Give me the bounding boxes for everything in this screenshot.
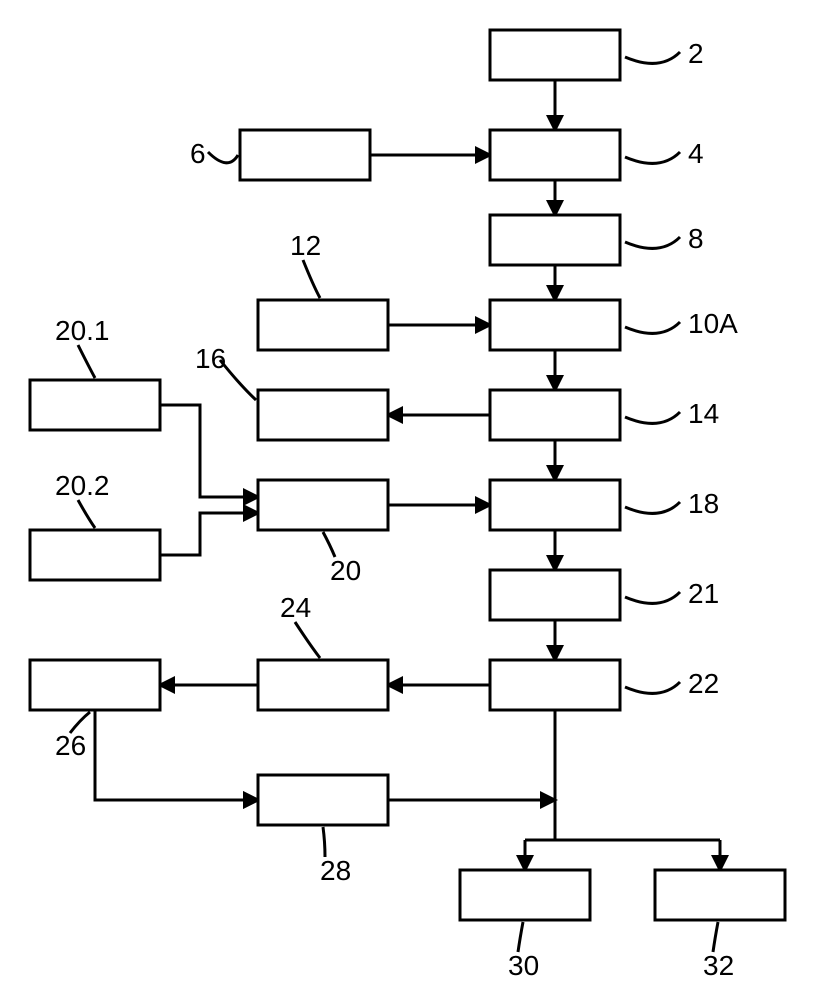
node-n14 [490, 390, 620, 440]
label-n8: 8 [688, 223, 704, 254]
node-n24 [258, 660, 388, 710]
node-n6 [240, 130, 370, 180]
node-n4 [490, 130, 620, 180]
node-n8 [490, 215, 620, 265]
node-n18 [490, 480, 620, 530]
label-n10A: 10A [688, 308, 738, 339]
node-n28 [258, 775, 388, 825]
label-n22: 22 [688, 668, 719, 699]
node-n10A [490, 300, 620, 350]
label-n24: 24 [280, 592, 311, 623]
node-n2 [490, 30, 620, 80]
node-n32 [655, 870, 785, 920]
node-n22 [490, 660, 620, 710]
label-n21: 21 [688, 578, 719, 609]
node-n12 [258, 300, 388, 350]
label-n14: 14 [688, 398, 719, 429]
flowchart: 246810A121416182020.120.221222426283032 [0, 0, 826, 1000]
label-n6: 6 [190, 138, 206, 169]
node-n26 [30, 660, 160, 710]
label-n26: 26 [55, 730, 86, 761]
node-n20 [258, 480, 388, 530]
label-n12: 12 [290, 230, 321, 261]
label-n32: 32 [703, 950, 734, 981]
label-n20: 20 [330, 555, 361, 586]
label-n4: 4 [688, 138, 704, 169]
label-n16: 16 [195, 343, 226, 374]
node-n20_2 [30, 530, 160, 580]
label-n20_2: 20.2 [55, 470, 110, 501]
node-n16 [258, 390, 388, 440]
label-n30: 30 [508, 950, 539, 981]
node-n20_1 [30, 380, 160, 430]
label-n20_1: 20.1 [55, 315, 110, 346]
label-n2: 2 [688, 38, 704, 69]
label-n28: 28 [320, 855, 351, 886]
node-n21 [490, 570, 620, 620]
label-n18: 18 [688, 488, 719, 519]
node-n30 [460, 870, 590, 920]
